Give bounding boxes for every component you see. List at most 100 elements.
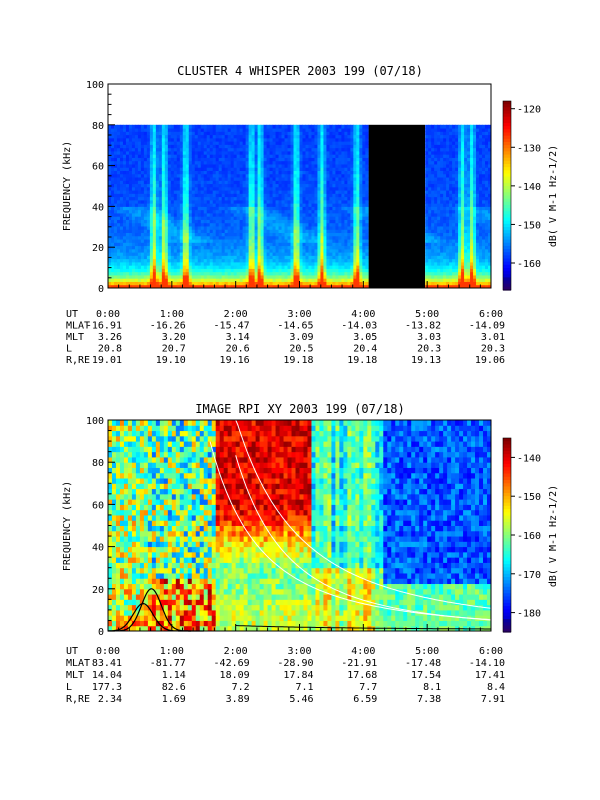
spectrogram-cell (155, 206, 160, 211)
spectrogram-cell (305, 274, 309, 279)
spectrogram-cell (317, 225, 321, 230)
spectrogram-cell (350, 131, 354, 136)
spectrogram-cell (356, 167, 360, 171)
spectrogram-cell (128, 209, 133, 214)
spectrogram-cell (116, 235, 121, 240)
spectrogram-cell (131, 196, 136, 201)
spectrogram-cell (158, 190, 163, 194)
spectrogram-cell (218, 190, 223, 194)
spectrogram-cell (278, 219, 283, 224)
spectrogram-cell (284, 128, 289, 132)
spectrogram-cell (245, 183, 250, 188)
spectrogram-cell (284, 216, 289, 220)
spectrogram-cell (338, 222, 342, 227)
spectrogram-cell (215, 212, 220, 217)
spectrogram-cell (365, 232, 369, 237)
spectrogram-cell (194, 252, 199, 256)
spectrogram-cell (284, 212, 289, 217)
spectrogram-cell (215, 196, 220, 201)
spectrogram-cell (449, 134, 453, 139)
spectrogram-cell (308, 245, 312, 250)
spectrogram-cell (449, 193, 453, 198)
spectrogram-cell (152, 248, 157, 253)
spectrogram-cell (338, 154, 342, 158)
spectrogram-cell (350, 261, 354, 266)
spectrogram-cell (179, 225, 184, 230)
spectrogram-cell (227, 128, 232, 132)
spectrogram-cell (284, 203, 289, 207)
spectrogram-cell (302, 274, 306, 279)
spectrogram-cell (185, 141, 190, 145)
spectrogram-cell (311, 141, 315, 145)
spectrogram-cell (437, 206, 441, 211)
spectrogram-cell (314, 255, 318, 260)
spectrogram-cell (434, 141, 438, 145)
spectrogram-cell (443, 206, 447, 211)
spectrogram-cell (149, 128, 154, 132)
spectrogram-cell (257, 212, 262, 217)
spectrogram-cell (239, 268, 244, 273)
spectrogram-cell (299, 183, 303, 188)
spectrogram-cell (287, 235, 292, 240)
spectrogram-cell (302, 219, 306, 224)
spectrogram-cell (140, 196, 145, 201)
spectrogram-cell (230, 245, 235, 250)
spectrogram-cell (233, 229, 238, 234)
spectrogram-cell (254, 137, 259, 142)
spectrogram-cell (449, 180, 453, 185)
spectrogram-cell (173, 245, 178, 250)
spectrogram-cell (272, 271, 277, 276)
spectrogram-cell (158, 271, 163, 276)
spectrogram-cell (287, 154, 292, 158)
spectrogram-cell (428, 239, 432, 243)
spectrogram-cell (458, 265, 462, 269)
spectrogram-cell (176, 193, 181, 198)
spectrogram-cell (227, 203, 232, 207)
spectrogram-cell (449, 170, 453, 175)
spectrogram-cell (458, 167, 462, 171)
spectrogram-cell (188, 124, 193, 129)
spectrogram-cell (161, 229, 166, 234)
spectrogram-cell (287, 242, 292, 247)
spectrogram-cell (149, 173, 154, 178)
spectrogram-cell (461, 278, 465, 282)
spectrogram-cell (164, 147, 169, 152)
spectrogram-cell (266, 225, 271, 230)
spectrogram-cell (149, 186, 154, 191)
spectrogram-cell (434, 173, 438, 178)
spectrogram-cell (290, 124, 295, 129)
spectrogram-cell (425, 203, 429, 207)
spectrogram-cell (296, 196, 300, 201)
spectrogram-cell (191, 239, 196, 243)
spectrogram-cell (437, 281, 441, 286)
spectrogram-cell (437, 137, 441, 142)
spectrogram-cell (299, 271, 303, 276)
spectrogram-cell (305, 177, 309, 181)
spectrogram-cell (122, 160, 127, 165)
spectrogram-cell (206, 196, 211, 201)
spectrogram-cell (326, 209, 330, 214)
spectrogram-cell (152, 173, 157, 178)
spectrogram-cell (365, 212, 369, 217)
spectrogram-cell (191, 124, 196, 129)
spectrogram-cell (167, 242, 172, 247)
spectrogram-cell (161, 160, 166, 165)
spectrogram-cell (296, 268, 300, 273)
spectrogram-cell (119, 128, 124, 132)
spectrogram-cell (113, 193, 118, 198)
spectrogram-cell (437, 183, 441, 188)
spectrogram-cell (245, 150, 250, 155)
spectrogram-cell (191, 274, 196, 279)
spectrogram-cell (269, 252, 274, 256)
spectrogram-cell (218, 147, 223, 152)
spectrogram-cell (179, 284, 184, 289)
spectrogram-cell (332, 235, 336, 240)
spectrogram-cell (338, 209, 342, 214)
spectrogram-cell (335, 196, 339, 201)
spectrogram-cell (353, 193, 357, 198)
spectrogram-cell (320, 245, 324, 250)
spectrogram-cell (108, 131, 112, 136)
spectrogram-cell (206, 157, 211, 162)
spectrogram-cell (341, 199, 345, 204)
spectrogram-cell (260, 177, 265, 181)
